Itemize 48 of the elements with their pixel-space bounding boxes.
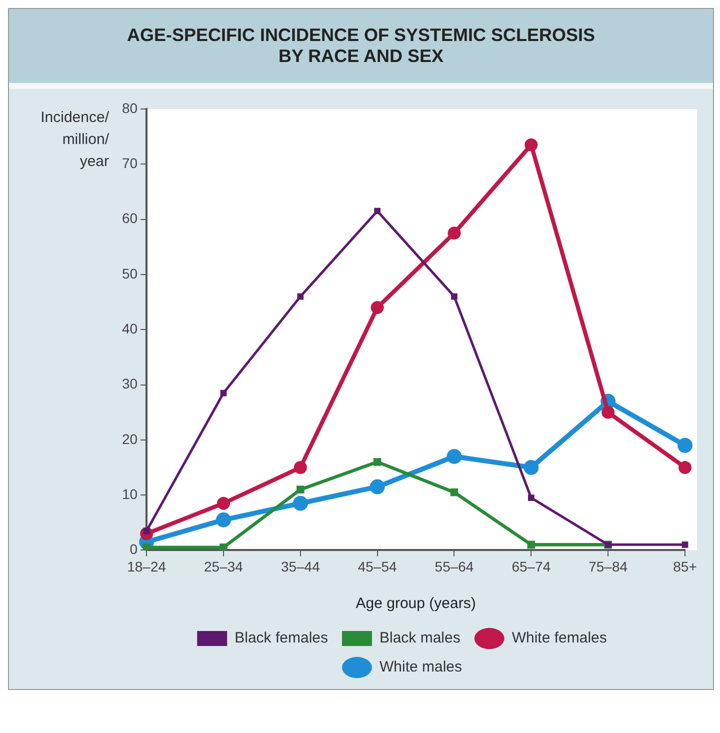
x-tick-label: 55–64 — [434, 558, 474, 574]
x-axis-title: Age group (years) — [356, 595, 476, 612]
point — [294, 460, 307, 474]
y-tick-label: 50 — [122, 265, 138, 282]
point — [678, 460, 692, 474]
x-tick-label: 75–84 — [588, 558, 628, 574]
point — [370, 479, 385, 494]
x-tick-label: 18–24 — [127, 558, 166, 574]
y-tick-label: 20 — [122, 430, 138, 447]
chart-title: AGE-SPECIFIC INCIDENCE OF SYSTEMIC SCLEROSIS BY RACE AND SEX — [9, 9, 713, 89]
point — [292, 496, 308, 511]
point — [527, 540, 536, 549]
point — [450, 488, 458, 496]
point — [528, 494, 534, 501]
y-tick-label: 60 — [122, 210, 138, 226]
x-tick-label: 35–44 — [280, 558, 320, 574]
y-tick-label: 0 — [130, 541, 138, 558]
y-axis-title: Incidence/ million/ year — [40, 108, 109, 172]
point — [602, 406, 615, 419]
point — [373, 458, 382, 466]
point — [216, 496, 230, 510]
legend-label: White females — [512, 630, 607, 647]
y-tick-label: 70 — [122, 155, 138, 172]
point — [524, 460, 539, 475]
y-tick-label: 10 — [122, 486, 138, 502]
legend-label: Black males — [379, 630, 460, 647]
y-tick-label: 80 — [122, 100, 138, 116]
point — [524, 138, 538, 152]
point — [296, 486, 304, 494]
x-tick-label: 45–54 — [358, 558, 398, 574]
point — [678, 438, 692, 453]
x-tick-label: 25–34 — [204, 558, 244, 574]
point — [216, 512, 231, 528]
point — [370, 301, 384, 314]
y-tick-label: 30 — [122, 376, 138, 392]
x-tick-label: 85+ — [673, 558, 697, 574]
point — [220, 544, 228, 550]
point — [448, 226, 461, 240]
legend-label: White males — [379, 658, 462, 676]
point — [142, 544, 150, 550]
y-tick-label: 40 — [122, 320, 138, 336]
point — [374, 208, 381, 214]
legend-label: Black females — [234, 630, 328, 647]
point — [446, 448, 462, 464]
point — [451, 293, 458, 300]
x-tick-label: 65–74 — [512, 558, 551, 574]
point — [682, 542, 688, 548]
point — [297, 293, 304, 300]
